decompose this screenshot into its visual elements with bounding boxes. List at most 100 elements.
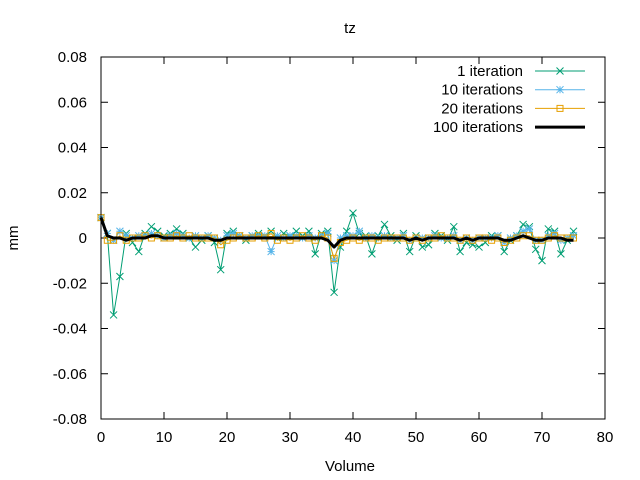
data-point-marker	[267, 247, 275, 256]
data-point-marker	[449, 222, 458, 231]
legend-label: 10 iterations	[441, 82, 523, 99]
data-point-marker	[494, 231, 502, 240]
data-point-marker	[336, 234, 345, 242]
data-point-marker	[305, 231, 313, 240]
data-point-marker	[556, 85, 564, 94]
data-point-marker	[506, 234, 515, 242]
data-point-marker	[217, 241, 225, 249]
y-tick-label: 0	[79, 230, 87, 247]
data-point-marker	[204, 231, 212, 240]
data-point-marker	[538, 256, 546, 265]
data-point-marker	[229, 229, 238, 238]
y-tick-label: -0.06	[53, 366, 87, 383]
data-point-marker	[399, 231, 408, 240]
data-point-marker	[311, 249, 320, 258]
data-point-marker	[342, 231, 351, 240]
data-point-marker	[134, 247, 143, 256]
series-line	[99, 217, 574, 249]
data-point-marker	[330, 254, 338, 262]
data-point-marker	[569, 231, 578, 240]
data-point-marker	[525, 225, 534, 233]
data-point-marker	[216, 265, 225, 274]
data-point-marker	[557, 236, 565, 245]
data-point-marker	[109, 311, 118, 319]
data-point-marker	[286, 231, 294, 240]
x-tick-label: 70	[534, 429, 551, 446]
data-point-marker	[556, 104, 564, 112]
data-point-marker	[500, 247, 509, 256]
data-point-marker	[431, 231, 439, 240]
y-tick-label: 0.08	[58, 49, 87, 66]
data-point-marker	[191, 243, 200, 251]
x-tick-label: 50	[408, 429, 425, 446]
data-point-marker	[456, 247, 464, 256]
tick-layer: 0 10 20 30 40 50 60 70 80 -0.08 -0.06 -0.04 -0.02 0 0.…	[53, 49, 614, 446]
data-point-marker	[544, 231, 553, 240]
y-tick-label: -0.08	[53, 411, 87, 428]
series-layer	[97, 209, 578, 319]
data-point-marker	[550, 229, 559, 238]
x-tick-label: 10	[156, 429, 173, 446]
data-point-marker	[368, 231, 376, 240]
y-tick-label: -0.02	[53, 275, 87, 292]
data-point-marker	[166, 231, 175, 240]
data-point-marker	[273, 231, 282, 240]
legend-label: 20 iterations	[441, 100, 523, 117]
data-point-marker	[544, 225, 553, 233]
y-tick-label: -0.04	[53, 321, 87, 338]
data-point-marker	[380, 231, 389, 240]
data-point-marker	[191, 231, 200, 240]
data-point-marker	[349, 231, 357, 240]
data-point-marker	[330, 288, 338, 297]
data-point-marker	[267, 227, 275, 236]
data-point-marker	[267, 229, 275, 237]
data-point-marker	[179, 231, 187, 240]
data-point-marker	[147, 229, 156, 238]
data-point-marker	[512, 231, 521, 240]
data-point-marker	[122, 231, 131, 240]
data-point-marker	[475, 243, 483, 251]
data-point-marker	[172, 229, 181, 238]
data-point-marker	[355, 227, 364, 236]
y-axis-label: mm	[5, 226, 22, 251]
y-tick-label: 0.02	[58, 185, 87, 202]
x-tick-label: 80	[597, 429, 614, 446]
legend-label: 1 iteration	[457, 63, 523, 80]
data-point-marker	[292, 231, 301, 240]
series-4	[99, 217, 574, 249]
data-point-marker	[134, 231, 143, 240]
data-point-marker	[531, 245, 540, 254]
data-point-marker	[556, 67, 564, 75]
chart-title: tz	[344, 20, 356, 37]
y-tick-label: 0.06	[58, 94, 87, 111]
data-point-marker	[418, 234, 427, 242]
data-point-marker	[330, 256, 338, 265]
data-point-marker	[418, 243, 427, 251]
y-tick-label: 0.04	[58, 140, 87, 157]
data-point-marker	[223, 231, 231, 240]
data-point-marker	[116, 272, 124, 281]
data-point-marker	[323, 229, 332, 238]
data-point-marker	[368, 249, 376, 258]
x-tick-label: 20	[219, 429, 236, 446]
x-tick-label: 0	[97, 429, 105, 446]
data-point-marker	[248, 231, 257, 240]
data-point-marker	[116, 227, 124, 236]
x-tick-label: 60	[471, 429, 488, 446]
data-point-marker	[557, 249, 565, 258]
data-point-marker	[349, 209, 357, 217]
data-point-marker	[405, 247, 414, 256]
x-tick-label: 40	[345, 429, 362, 446]
plot-frame	[100, 56, 606, 420]
data-point-marker	[147, 222, 156, 231]
data-point-marker	[260, 231, 269, 240]
x-tick-label: 30	[282, 429, 299, 446]
legend-label: 100 iterations	[433, 119, 523, 136]
data-point-marker	[449, 231, 458, 240]
data-point-marker	[519, 220, 527, 229]
x-axis-label: Volume	[325, 458, 375, 475]
data-point-marker	[519, 227, 527, 236]
data-point-marker	[380, 220, 389, 229]
